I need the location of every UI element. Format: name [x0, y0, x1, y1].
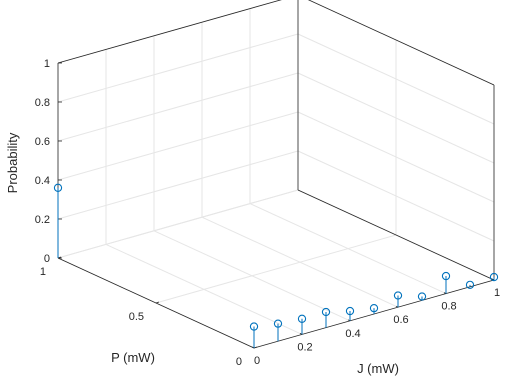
grid-lines: [57, 0, 495, 349]
grid-line: [155, 234, 397, 304]
axis-edge: [297, 189, 495, 281]
axis-edge: [307, 0, 495, 86]
z-tick-label: 0: [44, 253, 50, 265]
x-tick-label: 0: [254, 355, 260, 367]
stem-marker: [53, 183, 63, 192]
x-tick-label: 0.2: [297, 341, 312, 353]
grid-line: [57, 33, 299, 103]
grid-line: [297, 150, 495, 242]
x-tick-label: 0.4: [345, 328, 360, 340]
grid-line: [57, 111, 299, 181]
y-tick-label: 0.5: [129, 311, 144, 323]
y-axis-label: P (mW): [111, 350, 155, 365]
stem-marker: [249, 322, 259, 331]
z-tick-label: 0.4: [35, 175, 50, 187]
grid-line: [57, 150, 299, 220]
x-tick-label: 0.6: [393, 314, 408, 326]
grid-line: [297, 33, 495, 125]
z-axis-label: Probability: [5, 132, 20, 193]
x-axis-label: J (mW): [357, 361, 399, 376]
grid-line: [297, 111, 495, 203]
z-tick-label: 0.8: [35, 97, 50, 109]
stem-marker: [393, 291, 403, 300]
y-tick-mark: [155, 301, 160, 304]
y-tick-label: 0: [236, 356, 242, 368]
stem-marker: [417, 292, 427, 301]
grid-line: [297, 72, 495, 164]
stem-marker: [441, 271, 451, 281]
grid-line: [57, 0, 283, 64]
stem-marker: [465, 280, 475, 289]
stem-marker: [273, 319, 283, 328]
y-tick-label: 1: [40, 266, 46, 278]
axis-edge: [57, 0, 282, 64]
x-tick-label: 1: [494, 287, 500, 299]
grid-line: [57, 189, 299, 259]
stem-marker: [489, 272, 499, 282]
stem-marker: [369, 303, 379, 313]
stem-series: [53, 183, 499, 348]
z-tick-label: 0.6: [35, 136, 50, 148]
axes-box: [57, 0, 495, 349]
x-tick-label: 0.8: [441, 301, 456, 313]
stem-marker: [345, 306, 355, 316]
stem-marker: [321, 307, 331, 317]
stem-marker: [297, 314, 307, 323]
grid-line: [57, 72, 299, 142]
z-tick-label: 0.2: [35, 214, 50, 226]
z-tick-label: 1: [44, 58, 50, 70]
